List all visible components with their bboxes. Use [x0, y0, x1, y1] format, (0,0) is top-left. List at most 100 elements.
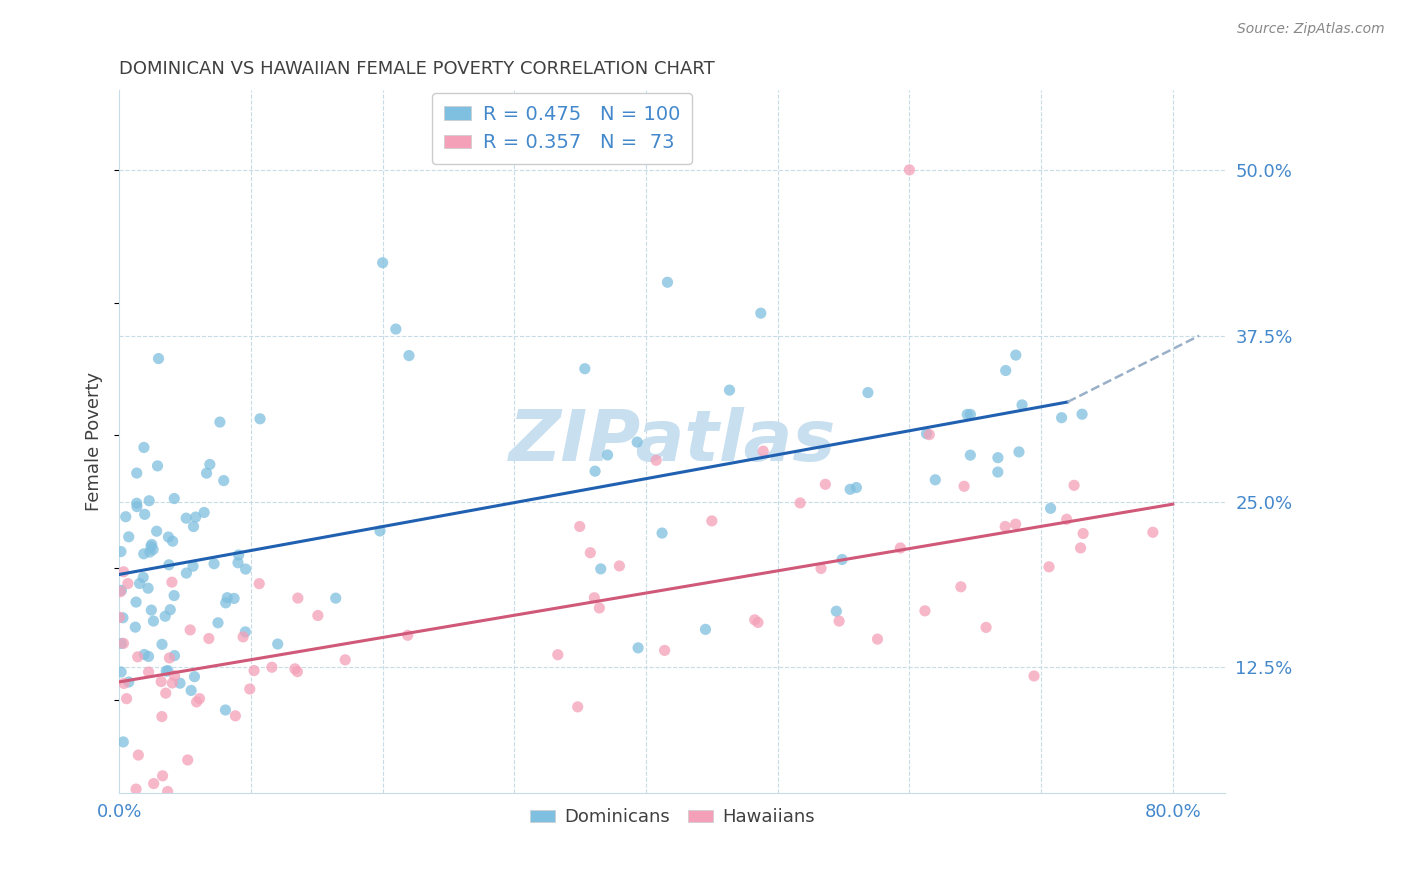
Point: [186, 695, 208, 709]
Point: [232, 630, 254, 644]
Point: [134, 648, 156, 662]
Point: [718, 383, 741, 397]
Point: [974, 620, 997, 634]
Point: [110, 665, 132, 679]
Point: [124, 797, 146, 811]
Point: [207, 615, 229, 630]
Point: [654, 643, 676, 657]
Point: [385, 322, 408, 336]
Point: [287, 665, 309, 679]
Point: [150, 674, 173, 689]
Point: [898, 162, 921, 177]
Point: [371, 256, 394, 270]
Point: [924, 473, 946, 487]
Point: [1070, 541, 1092, 555]
Point: [567, 699, 589, 714]
Point: [217, 591, 239, 605]
Point: [588, 601, 610, 615]
Point: [159, 651, 181, 665]
Point: [169, 676, 191, 690]
Point: [162, 534, 184, 549]
Point: [195, 466, 218, 480]
Point: [163, 669, 186, 683]
Point: [583, 591, 606, 605]
Point: [159, 603, 181, 617]
Point: [145, 524, 167, 539]
Point: [235, 624, 257, 639]
Point: [651, 526, 673, 541]
Point: [589, 562, 612, 576]
Point: [645, 453, 668, 467]
Point: [749, 306, 772, 320]
Point: [839, 483, 862, 497]
Point: [156, 784, 179, 798]
Point: [579, 546, 602, 560]
Point: [226, 556, 249, 570]
Point: [657, 275, 679, 289]
Point: [124, 620, 146, 634]
Point: [188, 691, 211, 706]
Point: [249, 412, 271, 426]
Point: [163, 589, 186, 603]
Point: [138, 649, 160, 664]
Point: [547, 648, 569, 662]
Point: [142, 776, 165, 790]
Point: [368, 524, 391, 538]
Point: [856, 385, 879, 400]
Point: [128, 576, 150, 591]
Point: [1008, 445, 1031, 459]
Point: [193, 506, 215, 520]
Point: [1038, 559, 1060, 574]
Point: [155, 686, 177, 700]
Point: [1039, 501, 1062, 516]
Point: [831, 552, 853, 566]
Point: [180, 683, 202, 698]
Point: [214, 703, 236, 717]
Point: [177, 753, 200, 767]
Point: [198, 632, 221, 646]
Point: [215, 596, 238, 610]
Point: [1063, 478, 1085, 492]
Point: [127, 747, 149, 762]
Point: [181, 559, 204, 574]
Point: [845, 481, 868, 495]
Point: [125, 500, 148, 514]
Point: [953, 479, 976, 493]
Point: [142, 542, 165, 557]
Point: [1022, 669, 1045, 683]
Point: [108, 610, 131, 624]
Point: [134, 508, 156, 522]
Point: [235, 562, 257, 576]
Point: [568, 519, 591, 533]
Point: [148, 351, 170, 366]
Point: [156, 664, 179, 678]
Text: ZIPatlas: ZIPatlas: [509, 408, 837, 476]
Point: [574, 361, 596, 376]
Point: [700, 514, 723, 528]
Point: [110, 544, 132, 558]
Point: [814, 477, 837, 491]
Point: [138, 493, 160, 508]
Point: [889, 541, 911, 555]
Point: [179, 623, 201, 637]
Point: [247, 576, 270, 591]
Point: [789, 496, 811, 510]
Point: [125, 466, 148, 480]
Point: [125, 496, 148, 510]
Point: [866, 632, 889, 646]
Point: [284, 662, 307, 676]
Point: [138, 665, 160, 679]
Point: [152, 769, 174, 783]
Point: [111, 611, 134, 625]
Point: [198, 458, 221, 472]
Point: [202, 557, 225, 571]
Point: [267, 637, 290, 651]
Point: [176, 566, 198, 580]
Point: [752, 444, 775, 458]
Point: [141, 603, 163, 617]
Point: [1071, 526, 1094, 541]
Point: [1050, 410, 1073, 425]
Point: [153, 609, 176, 624]
Point: [139, 545, 162, 559]
Point: [747, 615, 769, 630]
